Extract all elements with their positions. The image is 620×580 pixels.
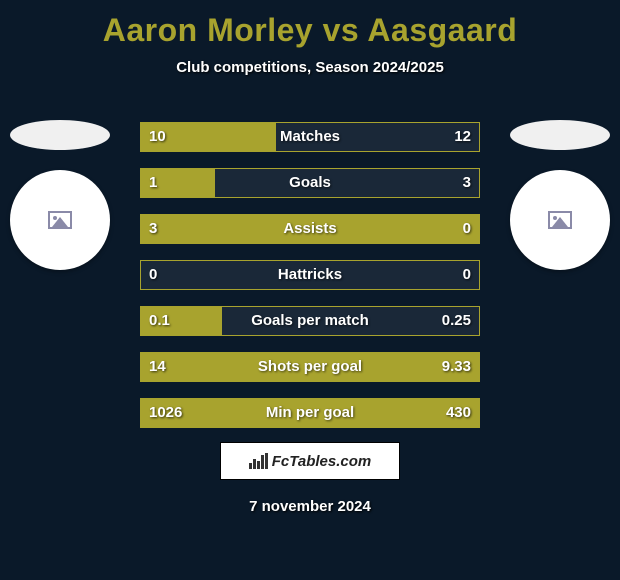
stat-value-left: 14 xyxy=(149,353,166,381)
stat-value-right: 430 xyxy=(446,399,471,427)
player-right-avatar-group xyxy=(510,120,610,270)
page-title: Aaron Morley vs Aasgaard xyxy=(0,0,620,49)
stat-row: Goals per match0.1 0.25 xyxy=(140,306,480,336)
stat-value-left: 10 xyxy=(149,123,166,151)
stat-label: Min per goal xyxy=(141,399,479,427)
stat-value-left: 0.1 xyxy=(149,307,170,335)
image-placeholder-icon xyxy=(48,211,72,229)
stat-row: Goals1 3 xyxy=(140,168,480,198)
stat-row: Hattricks0 0 xyxy=(140,260,480,290)
stat-value-right: 0 xyxy=(463,215,471,243)
stat-row: Matches10 12 xyxy=(140,122,480,152)
stat-value-right: 0 xyxy=(463,261,471,289)
club-badge-right xyxy=(510,170,610,270)
avatar-placeholder-top xyxy=(10,120,110,150)
stat-value-right: 9.33 xyxy=(442,353,471,381)
comparison-bars: Matches1012Goals13Assists30Hattricks00Go… xyxy=(140,122,480,444)
stat-value-left: 0 xyxy=(149,261,157,289)
source-attribution: FcTables.com xyxy=(220,442,400,480)
stat-row: Min per goal1026 430 xyxy=(140,398,480,428)
stat-label: Matches xyxy=(141,123,479,151)
source-label: FcTables.com xyxy=(272,453,371,470)
stat-value-left: 3 xyxy=(149,215,157,243)
image-placeholder-icon xyxy=(548,211,572,229)
player-left-avatar-group xyxy=(10,120,110,270)
stat-label: Shots per goal xyxy=(141,353,479,381)
stat-value-right: 12 xyxy=(454,123,471,151)
stat-value-left: 1 xyxy=(149,169,157,197)
avatar-placeholder-top xyxy=(510,120,610,150)
stat-value-right: 3 xyxy=(463,169,471,197)
stat-value-left: 1026 xyxy=(149,399,182,427)
stat-row: Assists3 0 xyxy=(140,214,480,244)
bar-chart-icon xyxy=(249,453,268,469)
club-badge-left xyxy=(10,170,110,270)
stat-row: Shots per goal14 9.33 xyxy=(140,352,480,382)
stat-label: Assists xyxy=(141,215,479,243)
stat-label: Goals per match xyxy=(141,307,479,335)
stat-label: Goals xyxy=(141,169,479,197)
stat-label: Hattricks xyxy=(141,261,479,289)
stat-value-right: 0.25 xyxy=(442,307,471,335)
date-label: 7 november 2024 xyxy=(0,498,620,515)
subtitle: Club competitions, Season 2024/2025 xyxy=(0,59,620,76)
